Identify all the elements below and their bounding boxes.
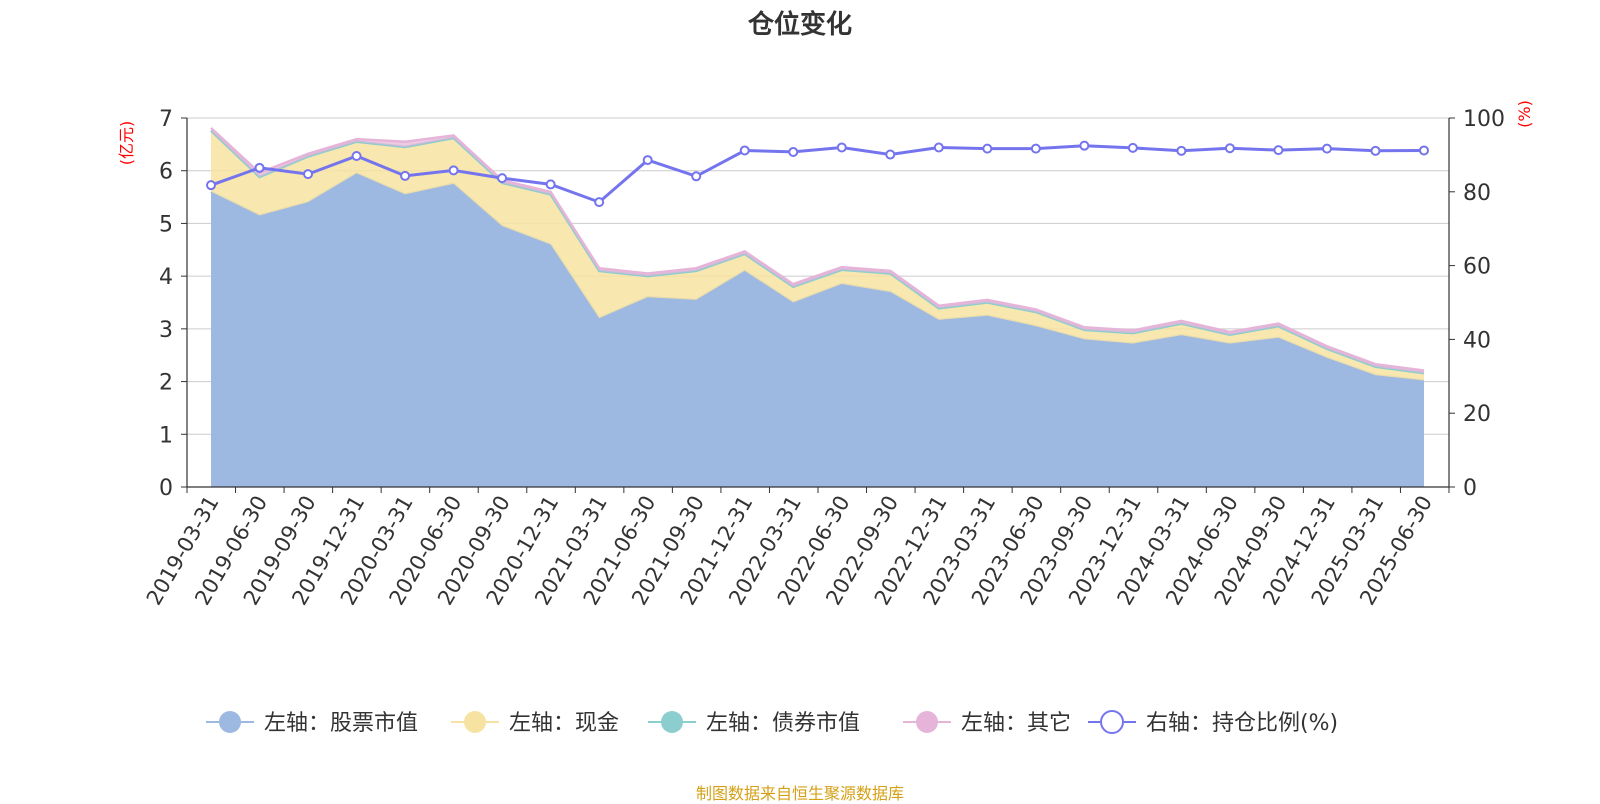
area-edge-4 <box>210 127 1425 372</box>
legend-marker-1 <box>219 711 241 733</box>
ratio-line <box>210 144 1425 204</box>
ratio-point <box>1224 143 1235 154</box>
right-tick-label: 80 <box>1463 181 1491 206</box>
ratio-point <box>303 169 314 180</box>
legend-marker-2 <box>464 711 486 733</box>
right-tick-label: 20 <box>1463 402 1491 427</box>
ratio-point <box>1176 145 1187 156</box>
source-note: 制图数据来自恒生聚源数据库 <box>695 784 904 803</box>
left-tick-label: 6 <box>159 160 173 185</box>
chart-title: 仓位变化 <box>747 10 852 40</box>
ratio-point <box>836 142 847 153</box>
legend-marker-4 <box>916 711 938 733</box>
left-tick-label: 1 <box>159 423 173 448</box>
ratio-point <box>982 143 993 154</box>
ratio-point <box>400 170 411 181</box>
ratio-point <box>691 171 702 182</box>
legend-label-4: 左轴：其它 <box>961 711 1071 736</box>
ratio-point <box>594 197 605 208</box>
right-tick-label: 0 <box>1463 476 1477 501</box>
right-axis-unit: (%) <box>1515 100 1534 128</box>
ratio-point <box>1079 140 1090 151</box>
left-tick-label: 0 <box>159 476 173 501</box>
ratio-point <box>1419 145 1429 156</box>
ratio-point <box>1370 145 1381 156</box>
legend-label-3: 左轴：债券市值 <box>706 711 860 736</box>
legend-label-1: 左轴：股票市值 <box>264 711 418 736</box>
ratio-point <box>1321 143 1332 154</box>
left-axis-unit: (亿元) <box>117 121 136 166</box>
left-tick-label: 3 <box>159 318 173 343</box>
legend-label-2: 左轴：现金 <box>509 711 619 736</box>
right-tick-label: 40 <box>1463 328 1491 353</box>
legend-marker-3 <box>661 711 683 733</box>
legend-marker-5 <box>1100 710 1124 734</box>
area-2 <box>211 130 1424 381</box>
ratio-point <box>788 146 799 157</box>
ratio-point <box>254 162 265 173</box>
ratio-point <box>206 180 216 191</box>
left-tick-label: 4 <box>159 265 173 290</box>
ratio-point <box>739 145 750 156</box>
ratio-point <box>1127 142 1138 153</box>
ratio-point <box>885 149 896 160</box>
right-tick-label: 100 <box>1463 107 1505 132</box>
ratio-point <box>642 155 653 166</box>
ratio-point <box>351 151 362 162</box>
left-tick-label: 5 <box>159 212 173 237</box>
left-tick-label: 2 <box>159 371 173 396</box>
ratio-point <box>933 142 944 153</box>
ratio-point <box>497 173 508 184</box>
area-1 <box>211 173 1424 487</box>
ratio-point <box>1273 145 1284 156</box>
left-tick-label: 7 <box>159 107 173 132</box>
right-tick-label: 60 <box>1463 255 1491 280</box>
ratio-point <box>1030 143 1041 154</box>
ratio-point <box>448 165 459 176</box>
ratio-point <box>545 179 556 190</box>
legend-label-5: 右轴：持仓比例(%) <box>1146 711 1338 736</box>
